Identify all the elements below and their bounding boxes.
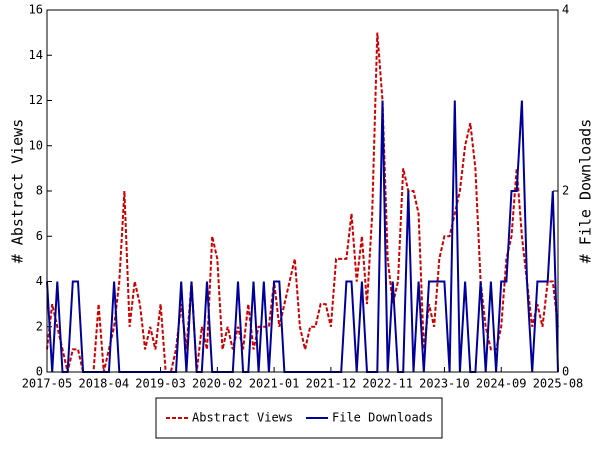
y2-tick-label: 2 [562, 184, 569, 198]
legend-box [155, 397, 443, 439]
x-tick-label: 2018-04 [78, 377, 129, 391]
y-tick-label: 6 [36, 229, 43, 243]
x-tick-label: 2021-01 [249, 377, 300, 391]
y-tick-label: 14 [29, 48, 43, 62]
y-tick-label: 4 [36, 274, 43, 288]
plot-frame [46, 9, 559, 373]
legend-label: Abstract Views [192, 411, 293, 425]
y-axis-label: # Abstract Views [9, 119, 27, 264]
x-tick-label: 2017-05 [22, 377, 73, 391]
y-tick-label: 0 [36, 365, 43, 379]
y2-tick-label: 4 [562, 3, 569, 17]
x-tick-label: 2025-08 [533, 377, 584, 391]
y-tick-label: 8 [36, 184, 43, 198]
y-tick-label: 16 [29, 3, 43, 17]
x-tick-label: 2023-10 [419, 377, 470, 391]
x-tick-label: 2021-12 [306, 377, 357, 391]
y-tick-label: 12 [29, 93, 43, 107]
x-tick-label: 2020-02 [192, 377, 243, 391]
series-line [46, 32, 559, 373]
y2-tick-label: 0 [562, 365, 569, 379]
y-tick-label: 2 [36, 319, 43, 333]
y2-axis-label: # File Downloads [577, 119, 595, 264]
x-tick-label: 2019-03 [135, 377, 186, 391]
x-tick-label: 2024-09 [476, 377, 527, 391]
x-tick-label: 2022-11 [362, 377, 413, 391]
legend-label: File Downloads [332, 411, 433, 425]
y-tick-label: 10 [29, 138, 43, 152]
